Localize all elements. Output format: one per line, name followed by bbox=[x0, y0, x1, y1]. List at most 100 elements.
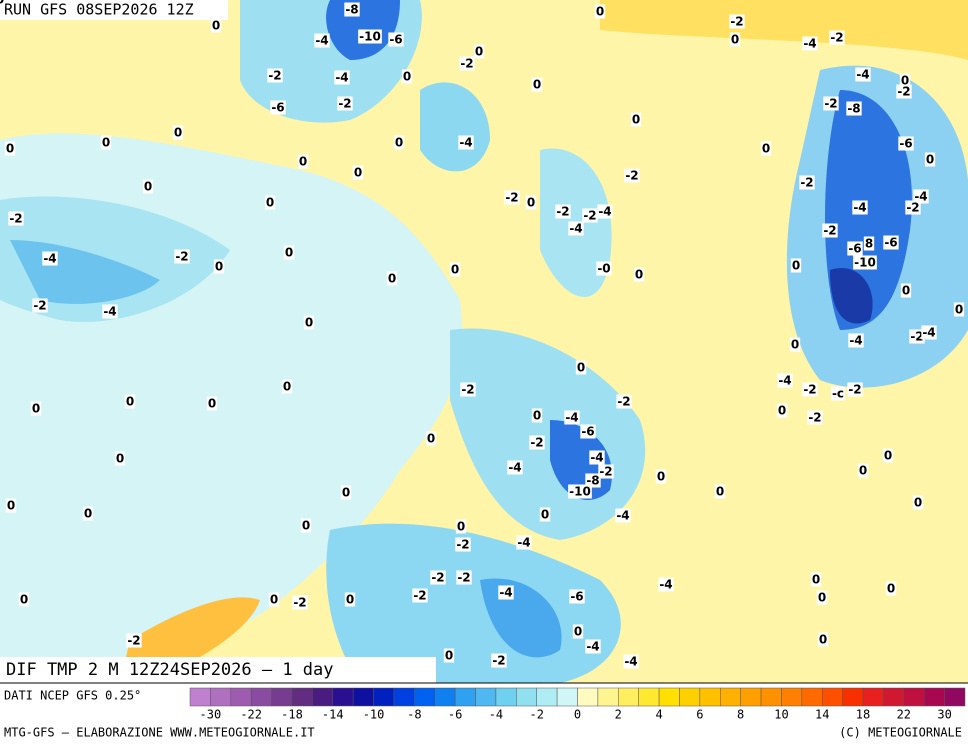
contour-label-bg bbox=[172, 125, 184, 140]
colorbar-label: -18 bbox=[281, 708, 303, 722]
contour-label-bg bbox=[953, 302, 965, 317]
colorbar-label: 6 bbox=[696, 708, 703, 722]
colorbar-swatch bbox=[944, 687, 966, 707]
contour-label-bg bbox=[0, 0, 6, 7]
colorbar-swatch bbox=[516, 687, 537, 707]
contour-label: 0 bbox=[778, 404, 786, 418]
contour-label-bg bbox=[817, 632, 829, 647]
colorbar-swatch bbox=[699, 687, 721, 707]
contour-label: -2 bbox=[599, 465, 612, 479]
contour-label: -8 bbox=[847, 102, 860, 116]
contour-label: 0 bbox=[208, 397, 216, 411]
contour-label-bg bbox=[443, 648, 455, 663]
run-label: RUN GFS 08SEP2026 12Z bbox=[4, 1, 194, 19]
contour-label-bg bbox=[102, 304, 118, 319]
contour-label-bg bbox=[569, 589, 585, 604]
contour-label: 0 bbox=[212, 19, 220, 33]
field-box bbox=[0, 657, 436, 683]
colorbar-label: 18 bbox=[856, 708, 870, 722]
contour-label-bg bbox=[847, 241, 863, 256]
contour-label-bg bbox=[729, 14, 745, 29]
contour-label: -2 bbox=[830, 31, 843, 45]
contour-label-bg bbox=[900, 283, 912, 298]
contour-label: -2 bbox=[413, 589, 426, 603]
contour-label-bg bbox=[292, 595, 308, 610]
contour-label-bg bbox=[597, 204, 613, 219]
colorbar-swatch bbox=[332, 687, 354, 707]
contour-label: -10 bbox=[359, 30, 381, 44]
contour-label: 0 bbox=[926, 153, 934, 167]
contour-label-bg bbox=[829, 30, 845, 45]
contour-label-bg bbox=[460, 382, 476, 397]
contour-label: -2 bbox=[127, 634, 140, 648]
contour-label: -2 bbox=[461, 383, 474, 397]
colorbar-swatch bbox=[638, 687, 660, 707]
contour-label-bg bbox=[425, 431, 437, 446]
contour-label: -2 bbox=[175, 250, 188, 264]
contour-label: -2 bbox=[460, 57, 473, 71]
contour-label-bg bbox=[568, 484, 592, 499]
contour-label-bg bbox=[507, 460, 523, 475]
contour-label: 0 bbox=[887, 582, 895, 596]
contour-label-bg bbox=[281, 379, 293, 394]
contour-label: -4 bbox=[914, 190, 927, 204]
map: RUN GFS 08SEP2026 12Z DIF TMP 2 M 12Z24S… bbox=[0, 0, 968, 683]
contour-label-bg bbox=[174, 249, 190, 264]
contour-label-bg bbox=[729, 32, 741, 47]
contour-label: 0 bbox=[533, 409, 541, 423]
contour-label-bg bbox=[393, 135, 405, 150]
contour-label-bg bbox=[213, 259, 225, 274]
contour-label: 0 bbox=[457, 520, 465, 534]
contour-label-bg bbox=[412, 588, 428, 603]
contour-label-bg bbox=[473, 44, 485, 59]
contour-label: -2 bbox=[910, 330, 923, 344]
colorbar-swatch bbox=[577, 687, 599, 707]
contour-label-bg bbox=[655, 469, 667, 484]
colorbar-label: 30 bbox=[937, 708, 951, 722]
contour-label: -4 bbox=[590, 451, 603, 465]
colorbar-label: -10 bbox=[363, 708, 385, 722]
contour-label-bg bbox=[899, 73, 911, 88]
contour-label: -2 bbox=[431, 571, 444, 585]
contour-label-bg bbox=[531, 408, 543, 423]
colorbar: -30 -22 -18 -14 -10 -8 -6 -4 -2 0 2 4 6 8 10 14 18 22 30 bbox=[189, 687, 966, 722]
contour-label-bg bbox=[799, 175, 815, 190]
contour-label: -4 bbox=[616, 509, 629, 523]
colorbar-swatch bbox=[760, 687, 782, 707]
contour-label: 0 bbox=[302, 519, 310, 533]
colorbar-label: -30 bbox=[200, 708, 222, 722]
contour-label: -4 bbox=[598, 205, 611, 219]
contour-label-bg bbox=[206, 396, 218, 411]
contour-label: 0 bbox=[818, 591, 826, 605]
contour-label-bg bbox=[270, 100, 286, 115]
contour-label: 0 bbox=[451, 263, 459, 277]
colorbar-swatch bbox=[556, 687, 578, 707]
contour-label: 0 bbox=[144, 180, 152, 194]
contour-label: 0 bbox=[812, 573, 820, 587]
contour-label: 0 bbox=[859, 464, 867, 478]
contour-label-bg bbox=[615, 508, 631, 523]
contour-label-bg bbox=[913, 189, 929, 204]
colorbar-swatch bbox=[271, 687, 293, 707]
contour-labels: -8 0-20-4 -10 -60-2-4 -20-4 0-20-4 0-2-6 -2 -2 -8… bbox=[0, 0, 965, 669]
contour-label-bg bbox=[658, 577, 674, 592]
contour-label-bg bbox=[777, 373, 793, 388]
contour-label-bg bbox=[898, 136, 914, 151]
contour-label-bg bbox=[830, 386, 846, 401]
contour-label: 0 bbox=[285, 246, 293, 260]
contour-label: -0 bbox=[597, 262, 610, 276]
contour-label-bg bbox=[142, 179, 154, 194]
contour-label: 0 bbox=[791, 338, 799, 352]
contour-label: -4 bbox=[778, 374, 791, 388]
contour-label: -2 bbox=[33, 299, 46, 313]
contour-label: -2 bbox=[897, 85, 910, 99]
contour-label: 0 bbox=[388, 272, 396, 286]
contour-label-bg bbox=[789, 337, 801, 352]
contour-label-bg bbox=[531, 77, 543, 92]
contour-label-bg bbox=[564, 410, 580, 425]
contour-label-bg bbox=[882, 448, 894, 463]
contour-label: 0 bbox=[533, 78, 541, 92]
footer-right: (C) METEOGIORNALE bbox=[839, 726, 962, 740]
contour-label: -6 bbox=[884, 236, 897, 250]
contour-label-bg bbox=[449, 262, 461, 277]
